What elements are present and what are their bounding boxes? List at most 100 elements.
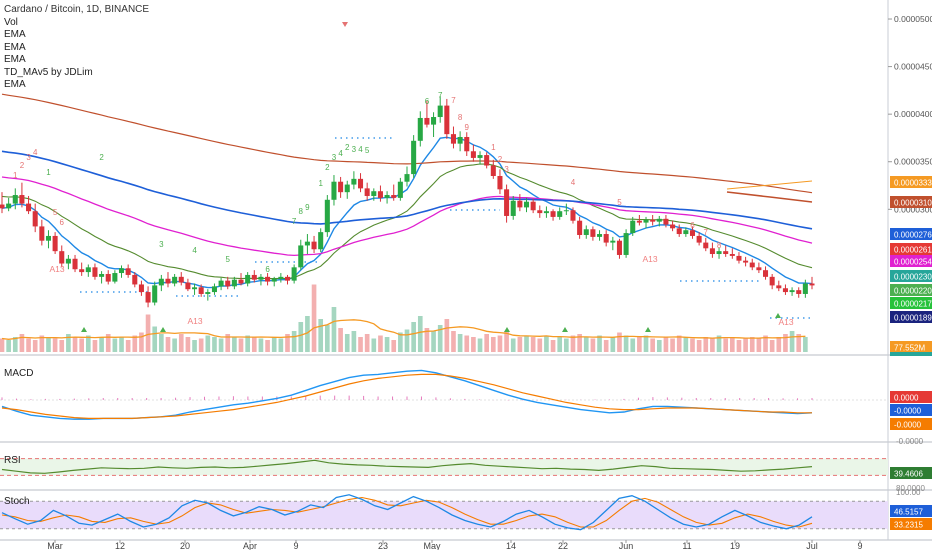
price-tag-label: 0.00002615 xyxy=(894,246,932,255)
signal-marker xyxy=(562,327,568,332)
stoch-band xyxy=(0,501,888,529)
candle-body xyxy=(271,278,277,282)
candle-body xyxy=(670,224,676,229)
stoch-panel-label[interactable]: Stoch xyxy=(4,496,30,507)
candle-body xyxy=(782,288,788,293)
candle-body xyxy=(45,235,51,241)
td-count-red: 2 xyxy=(498,155,503,164)
stoch-tag-label: 33.2315 xyxy=(894,521,923,530)
td-count-green: 8 xyxy=(299,207,304,216)
volume-bar xyxy=(723,338,729,352)
candle-body xyxy=(138,284,144,293)
macd-tag-label: 0.0000 xyxy=(894,394,919,403)
price-tag xyxy=(890,196,932,208)
macd-panel-label[interactable]: MACD xyxy=(4,368,34,379)
volume-bar xyxy=(218,338,224,352)
signal-marker xyxy=(504,327,510,332)
volume-bar xyxy=(178,334,184,352)
price-tag xyxy=(890,176,932,188)
candle-body xyxy=(437,105,443,118)
candle-body xyxy=(158,278,164,286)
macd-tag-label: -0.0000 xyxy=(894,407,922,416)
candle-body xyxy=(490,165,496,176)
candle-body xyxy=(198,287,204,294)
td-count-red: 5 xyxy=(617,198,622,207)
candle-body xyxy=(26,203,32,212)
volume-bar xyxy=(79,338,84,352)
rsi-band xyxy=(0,458,888,476)
rsi-tag xyxy=(890,467,932,479)
volume-bar xyxy=(471,337,476,352)
candle-body xyxy=(504,189,510,216)
td-count-red: 1 xyxy=(13,171,18,180)
candle-body xyxy=(789,290,795,293)
volume-bar xyxy=(676,335,682,352)
time-axis-label: Jun xyxy=(619,541,634,550)
candle-body xyxy=(683,230,689,235)
ema-fast-line xyxy=(1,136,813,289)
volume-bar xyxy=(603,340,609,352)
stoch-k-line xyxy=(1,494,813,531)
volume-bar xyxy=(769,340,775,352)
volume-bar xyxy=(617,332,622,352)
candle-body xyxy=(570,210,576,221)
volume-bar xyxy=(245,335,250,352)
volume-bar xyxy=(105,334,111,352)
volume-bar xyxy=(417,316,423,352)
candle-body xyxy=(523,201,530,208)
time-axis-label: 20 xyxy=(180,541,190,550)
candle-body xyxy=(590,229,596,237)
candle-body xyxy=(404,174,410,182)
td-count-green: 1 xyxy=(46,168,51,177)
price-tag-label: 0.00002548 xyxy=(894,258,932,267)
td-count-green: 2 xyxy=(99,153,104,162)
volume-bar xyxy=(371,338,377,352)
td-count-green: 4 xyxy=(192,246,197,255)
volume-bar xyxy=(736,340,742,352)
volume-bar xyxy=(172,338,177,352)
price-tag xyxy=(890,228,932,240)
time-axis-label: 9 xyxy=(293,541,298,550)
volume-bar xyxy=(165,337,171,352)
td-count-green: 7 xyxy=(292,217,297,226)
volume-bar xyxy=(437,325,443,352)
volume-bar xyxy=(749,337,755,352)
candle-body xyxy=(616,240,622,255)
candle-body xyxy=(125,268,131,275)
time-axis-label: Mar xyxy=(47,541,63,550)
volume-bar xyxy=(803,337,808,352)
candle-body xyxy=(65,258,71,264)
candle-body xyxy=(284,276,291,281)
candle-body xyxy=(238,279,244,284)
volume-bar xyxy=(271,337,277,352)
price-tag xyxy=(890,297,932,309)
candle-body xyxy=(689,230,696,236)
td-count-red: 8 xyxy=(717,241,722,250)
td-count-red: 8 xyxy=(458,113,463,122)
volume-bar xyxy=(716,335,722,352)
price-tag xyxy=(890,270,932,282)
volume-bar xyxy=(19,334,25,352)
candle-body xyxy=(132,274,138,285)
td-count-red: 6 xyxy=(690,221,695,230)
candle-body xyxy=(809,283,815,286)
volume-bar xyxy=(198,338,204,352)
a13-label: A13 xyxy=(49,264,64,274)
candle-body xyxy=(358,178,364,189)
volume-bar xyxy=(305,316,310,352)
volume-bar xyxy=(530,337,536,352)
td-count-green: 5 xyxy=(365,146,370,155)
candle-body xyxy=(802,283,808,294)
candle-body xyxy=(112,273,118,282)
time-axis-label: 11 xyxy=(682,541,691,550)
rsi-panel-label[interactable]: RSI xyxy=(4,455,21,466)
candle-body xyxy=(178,276,184,283)
candle-body xyxy=(165,278,171,284)
volume-bar xyxy=(763,335,768,352)
candle-body xyxy=(72,258,78,270)
volume-bar xyxy=(683,337,689,352)
candle-body xyxy=(92,267,98,277)
volume-bar xyxy=(663,337,669,352)
